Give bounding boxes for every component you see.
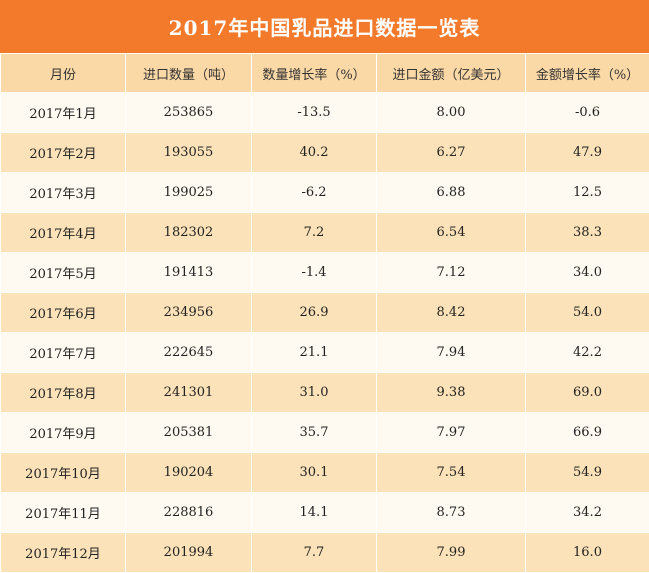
- cell-quantity-growth: -1.4: [251, 252, 377, 293]
- table-row: 2017年4月 182302 7.2 6.54 38.3: [0, 212, 649, 253]
- cell-month: 2017年5月: [0, 252, 126, 293]
- cell-month: 2017年1月: [0, 92, 126, 133]
- table-body: 2017年1月 253865 -13.5 8.00 -0.6 2017年2月 193055 4…: [0, 92, 649, 573]
- cell-amount-growth: 34.0: [525, 252, 649, 293]
- table-row: 2017年11月 228816 14.1 8.73 34.2: [0, 492, 649, 533]
- table-row: 2017年1月 253865 -13.5 8.00 -0.6: [0, 92, 649, 133]
- cell-quantity-growth: 26.9: [251, 292, 377, 333]
- table-row: 2017年12月 201994 7.7 7.99 16.0: [0, 532, 649, 573]
- cell-amount: 7.99: [376, 532, 526, 573]
- cell-month: 2017年3月: [0, 172, 126, 213]
- cell-quantity: 234956: [125, 292, 252, 333]
- cell-month: 2017年2月: [0, 132, 126, 173]
- cell-amount-growth: 54.0: [525, 292, 649, 333]
- table-row: 2017年9月 205381 35.7 7.97 66.9: [0, 412, 649, 453]
- cell-amount: 6.54: [376, 212, 526, 253]
- cell-amount-growth: 16.0: [525, 532, 649, 573]
- cell-month: 2017年11月: [0, 492, 126, 533]
- cell-amount: 6.88: [376, 172, 526, 213]
- cell-quantity: 241301: [125, 372, 252, 413]
- cell-amount: 8.73: [376, 492, 526, 533]
- cell-quantity: 201994: [125, 532, 252, 573]
- cell-amount: 9.38: [376, 372, 526, 413]
- cell-quantity: 222645: [125, 332, 252, 373]
- table-row: 2017年5月 191413 -1.4 7.12 34.0: [0, 252, 649, 293]
- cell-amount-growth: 12.5: [525, 172, 649, 213]
- cell-amount: 7.54: [376, 452, 526, 493]
- cell-quantity-growth: 35.7: [251, 412, 377, 453]
- cell-quantity: 190204: [125, 452, 252, 493]
- table-row: 2017年10月 190204 30.1 7.54 54.9: [0, 452, 649, 493]
- cell-quantity: 191413: [125, 252, 252, 293]
- cell-amount: 7.97: [376, 412, 526, 453]
- cell-month: 2017年12月: [0, 532, 126, 573]
- column-header-quantity-growth: 数量增长率（%）: [251, 53, 377, 93]
- cell-amount-growth: 69.0: [525, 372, 649, 413]
- table-title: 2017年中国乳品进口数据一览表: [0, 0, 649, 53]
- cell-month: 2017年6月: [0, 292, 126, 333]
- cell-quantity-growth: 40.2: [251, 132, 377, 173]
- table-row: 2017年2月 193055 40.2 6.27 47.9: [0, 132, 649, 173]
- cell-quantity: 199025: [125, 172, 252, 213]
- cell-month: 2017年10月: [0, 452, 126, 493]
- cell-amount: 6.27: [376, 132, 526, 173]
- cell-quantity-growth: 31.0: [251, 372, 377, 413]
- cell-amount-growth: 54.9: [525, 452, 649, 493]
- cell-month: 2017年7月: [0, 332, 126, 373]
- cell-quantity-growth: 21.1: [251, 332, 377, 373]
- cell-quantity: 253865: [125, 92, 252, 133]
- column-header-amount-growth: 金额增长率（%）: [525, 53, 649, 93]
- cell-amount: 8.42: [376, 292, 526, 333]
- cell-amount-growth: 42.2: [525, 332, 649, 373]
- cell-quantity-growth: 7.7: [251, 532, 377, 573]
- cell-month: 2017年8月: [0, 372, 126, 413]
- table-row: 2017年7月 222645 21.1 7.94 42.2: [0, 332, 649, 373]
- cell-amount: 7.94: [376, 332, 526, 373]
- header-row: 月份 进口数量（吨） 数量增长率（%） 进口金额（亿美元） 金额增长率（%）: [0, 53, 649, 93]
- column-header-month: 月份: [0, 53, 126, 93]
- cell-amount-growth: 38.3: [525, 212, 649, 253]
- cell-quantity-growth: 7.2: [251, 212, 377, 253]
- cell-quantity: 228816: [125, 492, 252, 533]
- cell-month: 2017年4月: [0, 212, 126, 253]
- cell-amount-growth: -0.6: [525, 92, 649, 133]
- table-row: 2017年3月 199025 -6.2 6.88 12.5: [0, 172, 649, 213]
- cell-quantity-growth: -13.5: [251, 92, 377, 133]
- cell-amount: 7.12: [376, 252, 526, 293]
- cell-quantity-growth: 30.1: [251, 452, 377, 493]
- column-header-quantity: 进口数量（吨）: [125, 53, 252, 93]
- cell-quantity-growth: 14.1: [251, 492, 377, 533]
- column-header-amount: 进口金额（亿美元）: [376, 53, 526, 93]
- cell-quantity: 205381: [125, 412, 252, 453]
- cell-amount: 8.00: [376, 92, 526, 133]
- cell-amount-growth: 34.2: [525, 492, 649, 533]
- table-row: 2017年8月 241301 31.0 9.38 69.0: [0, 372, 649, 413]
- dairy-import-table: 月份 进口数量（吨） 数量增长率（%） 进口金额（亿美元） 金额增长率（%） 2…: [0, 53, 649, 573]
- cell-amount-growth: 47.9: [525, 132, 649, 173]
- cell-quantity-growth: -6.2: [251, 172, 377, 213]
- cell-month: 2017年9月: [0, 412, 126, 453]
- cell-quantity: 193055: [125, 132, 252, 173]
- cell-amount-growth: 66.9: [525, 412, 649, 453]
- cell-quantity: 182302: [125, 212, 252, 253]
- table-row: 2017年6月 234956 26.9 8.42 54.0: [0, 292, 649, 333]
